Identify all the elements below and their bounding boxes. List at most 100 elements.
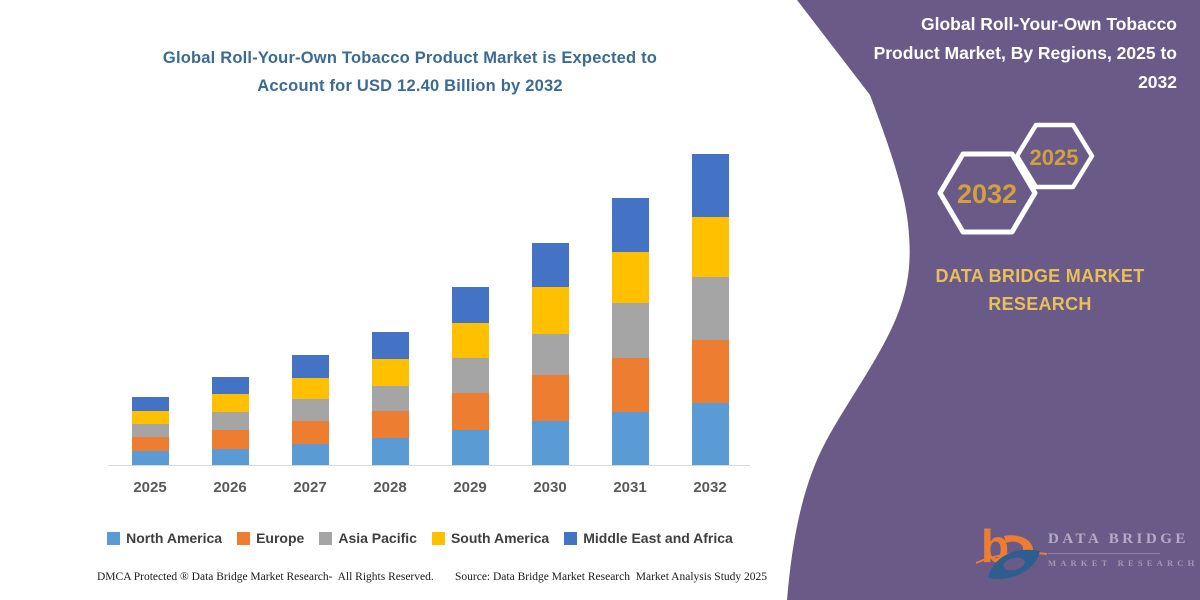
legend-swatch-icon — [107, 531, 121, 545]
segment-2027-north-america — [291, 443, 329, 465]
legend-label: South America — [450, 530, 550, 546]
bar-slot-2031 — [590, 140, 670, 465]
chart-plot — [110, 140, 750, 465]
hexagon-2032-label: 2032 — [957, 179, 1017, 209]
dbmr-logo-wordmark: DATA BRIDGE — [1048, 531, 1189, 547]
chart-title-line2: Account for USD 12.40 Billion by 2032 — [257, 77, 563, 95]
stacked-bar-2031 — [611, 198, 649, 465]
legend-item-europe: Europe — [237, 530, 304, 546]
x-axis-line — [108, 465, 750, 466]
segment-2028-middle-east-and-africa — [371, 331, 409, 359]
x-tick-2029: 2029 — [453, 479, 487, 496]
bar-slot-2032 — [670, 140, 750, 465]
stacked-bar-2028 — [371, 331, 409, 465]
legend-item-south-america: South America — [431, 530, 550, 546]
segment-2026-north-america — [211, 449, 249, 465]
segment-2031-middle-east-and-africa — [611, 198, 649, 252]
x-tick-2026: 2026 — [213, 479, 247, 496]
segment-2026-europe — [211, 429, 249, 450]
segment-2030-europe — [531, 375, 569, 422]
brand-name-line2: RESEARCH — [988, 294, 1092, 314]
legend-swatch-icon — [431, 531, 445, 545]
segment-2030-asia-pacific — [531, 333, 569, 376]
x-tick-2028: 2028 — [373, 479, 407, 496]
segment-2029-asia-pacific — [451, 358, 489, 394]
x-axis-labels: 2025 2026 2027 2028 2029 2030 2031 2032 — [110, 479, 750, 496]
chart-title-line1: Global Roll-Your-Own Tobacco Product Mar… — [162, 49, 658, 67]
x-tick-2027: 2027 — [293, 479, 327, 496]
segment-2031-europe — [611, 358, 649, 412]
x-tick-2032: 2032 — [693, 479, 727, 496]
legend-label: Europe — [256, 530, 305, 546]
segment-2026-south-america — [211, 393, 249, 412]
right-panel-title: Global Roll-Your-Own Tobacco Product Mar… — [797, 10, 1177, 97]
segment-2026-asia-pacific — [211, 411, 249, 430]
segment-2031-south-america — [611, 251, 649, 304]
segment-2027-asia-pacific — [291, 398, 329, 422]
segment-2025-europe — [131, 436, 169, 451]
segment-2027-europe — [291, 421, 329, 444]
segment-2027-middle-east-and-africa — [291, 354, 329, 378]
segment-2032-north-america — [691, 403, 729, 465]
hexagon-2025-icon — [1014, 122, 1095, 190]
footer-dmca-text: DMCA Protected ® Data Bridge Market Rese… — [97, 571, 434, 583]
bar-slot-2028 — [350, 140, 430, 465]
legend-label: North America — [126, 530, 223, 546]
segment-2032-south-america — [691, 216, 729, 277]
x-tick-2025: 2025 — [133, 479, 167, 496]
legend-item-north-america: North America — [107, 530, 222, 546]
segment-2032-asia-pacific — [691, 276, 729, 340]
dbmr-logo-divider — [1048, 553, 1160, 554]
stacked-bar-2029 — [451, 287, 489, 465]
segment-2029-south-america — [451, 323, 489, 359]
segment-2025-middle-east-and-africa — [131, 397, 169, 411]
segment-2031-north-america — [611, 411, 649, 465]
legend-item-middle-east-and-africa: Middle East and Africa — [564, 530, 733, 546]
right-panel-title-line2: Product Market, By Regions, 2025 to — [873, 43, 1177, 63]
footer-source-text: Source: Data Bridge Market Research Mark… — [455, 571, 768, 583]
segment-2026-middle-east-and-africa — [211, 377, 249, 394]
bar-slot-2029 — [430, 140, 510, 465]
bar-slot-2030 — [510, 140, 590, 465]
segment-2029-north-america — [451, 429, 489, 465]
stacked-bar-2027 — [291, 354, 329, 465]
bar-slot-2026 — [190, 140, 270, 465]
stacked-bar-2030 — [531, 243, 569, 465]
segment-2030-south-america — [531, 287, 569, 334]
legend-swatch-icon — [564, 531, 578, 545]
segment-2032-europe — [691, 339, 729, 404]
legend-item-asia-pacific: Asia Pacific — [319, 530, 417, 546]
dbmr-logo-subtitle: MARKET RESEARCH — [1048, 558, 1199, 568]
dbmr-logo-swoosh-hole — [1003, 557, 1025, 571]
brand-name-line1: DATA BRIDGE MARKET — [935, 266, 1145, 286]
segment-2030-north-america — [531, 421, 569, 465]
legend-swatch-icon — [319, 531, 333, 545]
segment-2028-north-america — [371, 438, 409, 465]
segment-2029-middle-east-and-africa — [451, 287, 489, 324]
legend-swatch-icon — [237, 531, 251, 545]
right-panel-title-line3: 2032 — [1138, 72, 1177, 92]
stacked-bar-2026 — [211, 377, 249, 465]
segment-2029-europe — [451, 393, 489, 430]
bar-slot-2025 — [110, 140, 190, 465]
legend: North America Europe Asia Pacific South Ame… — [85, 530, 755, 546]
x-tick-2030: 2030 — [533, 479, 567, 496]
stacked-bar-2032 — [691, 154, 729, 465]
segment-2028-south-america — [371, 358, 409, 386]
purple-background-shape — [787, 0, 1200, 600]
hexagon-2025-label: 2025 — [1030, 145, 1079, 170]
segment-2028-asia-pacific — [371, 385, 409, 412]
brand-name: DATA BRIDGE MARKET RESEARCH — [895, 262, 1185, 318]
segment-2028-europe — [371, 411, 409, 439]
segment-2025-asia-pacific — [131, 423, 169, 437]
legend-label: Middle East and Africa — [583, 530, 733, 546]
segment-2031-asia-pacific — [611, 303, 649, 359]
right-panel-title-line1: Global Roll-Your-Own Tobacco — [920, 14, 1177, 34]
segment-2030-middle-east-and-africa — [531, 243, 569, 288]
bar-slot-2027 — [270, 140, 350, 465]
segment-2032-middle-east-and-africa — [691, 154, 729, 217]
x-tick-2031: 2031 — [613, 479, 647, 496]
chart-title: Global Roll-Your-Own Tobacco Product Mar… — [90, 44, 730, 100]
